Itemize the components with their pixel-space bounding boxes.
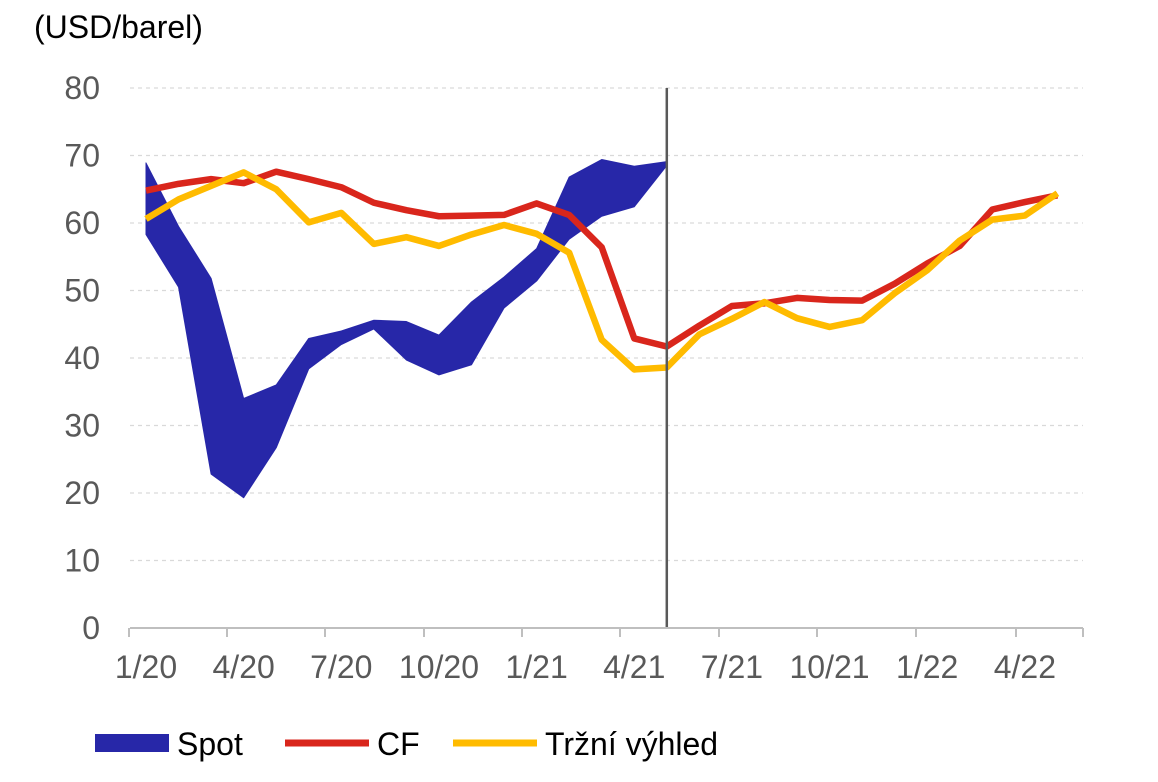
legend: Spot CF Tržní výhled: [95, 726, 718, 762]
cf-series-line: [145, 168, 1059, 350]
x-tick-label: 4/21: [603, 649, 665, 685]
x-tick-label: 10/21: [790, 649, 870, 685]
y-tick-label: 10: [64, 543, 100, 579]
x-tick-label: 7/21: [701, 649, 763, 685]
legend-label: CF: [377, 726, 420, 762]
y-tick-label: 60: [64, 205, 100, 241]
y-axis-ticks: 0 10 20 30 40 50 60 70 80: [64, 70, 100, 646]
y-tick-label: 40: [64, 340, 100, 376]
y-axis-unit-label: (USD/barel): [34, 9, 203, 45]
gridlines: [130, 87, 1083, 562]
y-tick-label: 0: [82, 610, 100, 646]
y-tick-label: 30: [64, 408, 100, 444]
x-tick-label: 7/20: [310, 649, 372, 685]
x-tick-label: 4/20: [213, 649, 275, 685]
y-tick-label: 70: [64, 138, 100, 174]
y-tick-label: 50: [64, 273, 100, 309]
x-tick-label: 1/20: [115, 649, 177, 685]
x-tick-label: 10/20: [399, 649, 479, 685]
series-lines-layer: [144, 168, 1060, 373]
y-tick-label: 20: [64, 475, 100, 511]
x-axis-ticks: 1/20 4/20 7/20 10/20 1/21 4/21 7/21 10/21 1/22 4/…: [115, 628, 1084, 685]
legend-label: Tržní výhled: [545, 726, 718, 762]
x-tick-label: 1/21: [505, 649, 567, 685]
y-tick-label: 80: [64, 70, 100, 106]
x-tick-label: 4/22: [994, 649, 1056, 685]
tr-n-v-hled-series-line: [144, 169, 1060, 373]
legend-label: Spot: [177, 726, 243, 762]
x-tick-label: 1/22: [896, 649, 958, 685]
legend-swatch-spot: [95, 734, 169, 752]
